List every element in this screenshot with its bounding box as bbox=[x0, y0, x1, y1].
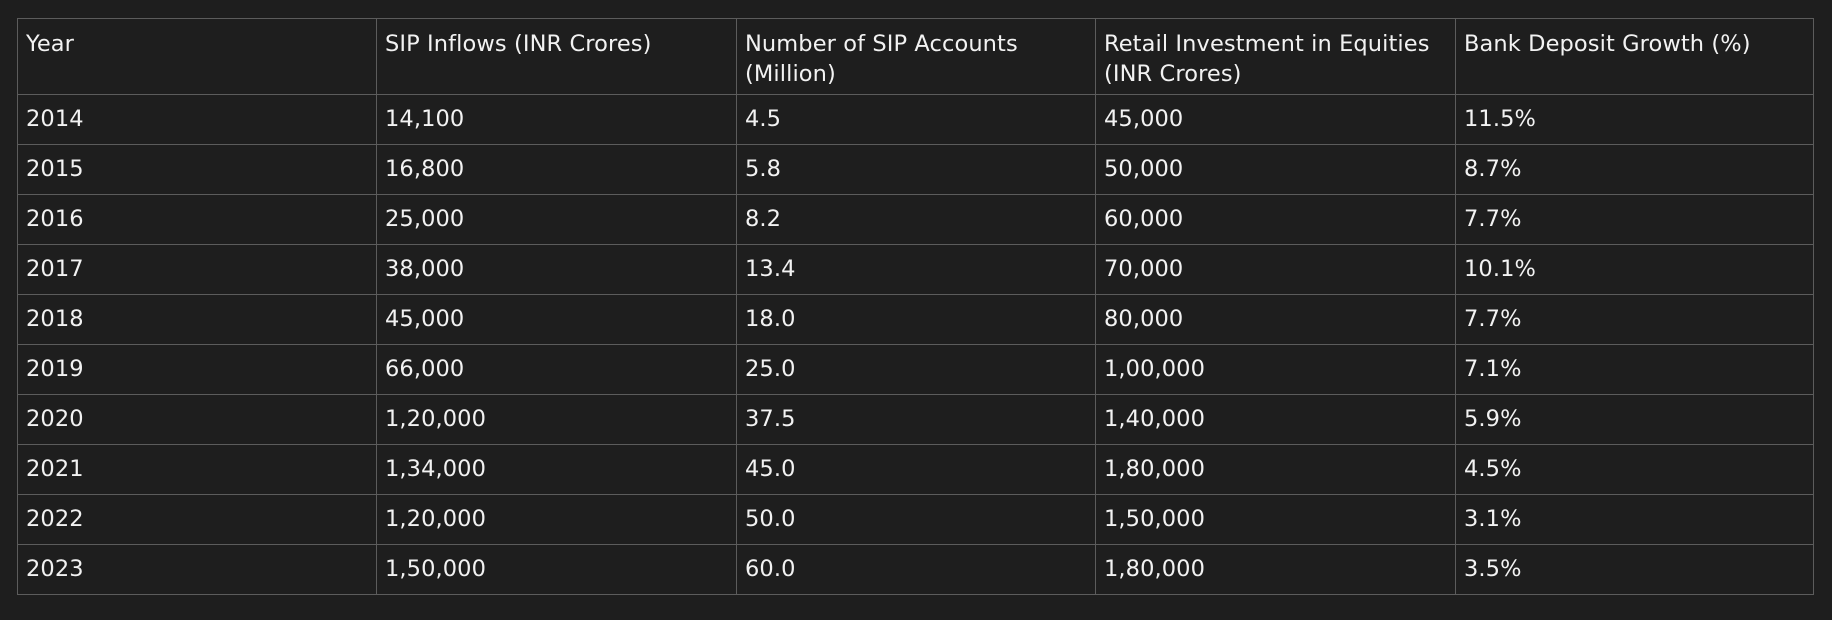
cell-year: 2015 bbox=[17, 144, 377, 195]
cell-bank-deposit-growth: 3.5% bbox=[1455, 544, 1814, 595]
cell-sip-inflows: 38,000 bbox=[376, 244, 737, 295]
cell-bank-deposit-growth: 8.7% bbox=[1455, 144, 1814, 195]
cell-sip-inflows: 1,20,000 bbox=[376, 494, 737, 545]
table-row: 2017 38,000 13.4 70,000 10.1% bbox=[17, 244, 1814, 295]
header-year: Year bbox=[17, 18, 377, 95]
cell-retail-investment: 1,40,000 bbox=[1095, 394, 1456, 445]
table-body: 2014 14,100 4.5 45,000 11.5% 2015 16,800 5.8 50,… bbox=[17, 94, 1814, 595]
sip-data-table: Year SIP Inflows (INR Crores) Number of … bbox=[17, 18, 1814, 595]
cell-sip-inflows: 66,000 bbox=[376, 344, 737, 395]
cell-retail-investment: 1,80,000 bbox=[1095, 544, 1456, 595]
cell-year: 2018 bbox=[17, 294, 377, 345]
cell-bank-deposit-growth: 11.5% bbox=[1455, 94, 1814, 145]
cell-year: 2020 bbox=[17, 394, 377, 445]
table-row: 2020 1,20,000 37.5 1,40,000 5.9% bbox=[17, 394, 1814, 445]
cell-sip-accounts: 18.0 bbox=[736, 294, 1096, 345]
cell-sip-accounts: 4.5 bbox=[736, 94, 1096, 145]
table-row: 2016 25,000 8.2 60,000 7.7% bbox=[17, 194, 1814, 245]
cell-sip-accounts: 5.8 bbox=[736, 144, 1096, 195]
table-row: 2018 45,000 18.0 80,000 7.7% bbox=[17, 294, 1814, 345]
table-row: 2015 16,800 5.8 50,000 8.7% bbox=[17, 144, 1814, 195]
cell-bank-deposit-growth: 5.9% bbox=[1455, 394, 1814, 445]
header-retail-investment: Retail Investment in Equities (INR Crore… bbox=[1095, 18, 1456, 95]
cell-retail-investment: 1,00,000 bbox=[1095, 344, 1456, 395]
cell-retail-investment: 70,000 bbox=[1095, 244, 1456, 295]
table-row: 2023 1,50,000 60.0 1,80,000 3.5% bbox=[17, 544, 1814, 595]
cell-year: 2023 bbox=[17, 544, 377, 595]
header-row: Year SIP Inflows (INR Crores) Number of … bbox=[17, 18, 1814, 95]
cell-retail-investment: 80,000 bbox=[1095, 294, 1456, 345]
cell-retail-investment: 1,80,000 bbox=[1095, 444, 1456, 495]
cell-year: 2021 bbox=[17, 444, 377, 495]
cell-sip-accounts: 37.5 bbox=[736, 394, 1096, 445]
cell-sip-accounts: 50.0 bbox=[736, 494, 1096, 545]
cell-sip-accounts: 13.4 bbox=[736, 244, 1096, 295]
cell-sip-inflows: 1,50,000 bbox=[376, 544, 737, 595]
cell-sip-inflows: 45,000 bbox=[376, 294, 737, 345]
header-bank-deposit-growth: Bank Deposit Growth (%) bbox=[1455, 18, 1814, 95]
cell-sip-accounts: 60.0 bbox=[736, 544, 1096, 595]
table-row: 2019 66,000 25.0 1,00,000 7.1% bbox=[17, 344, 1814, 395]
table-header: Year SIP Inflows (INR Crores) Number of … bbox=[17, 18, 1814, 95]
table-row: 2021 1,34,000 45.0 1,80,000 4.5% bbox=[17, 444, 1814, 495]
cell-year: 2014 bbox=[17, 94, 377, 145]
cell-sip-inflows: 25,000 bbox=[376, 194, 737, 245]
cell-sip-inflows: 14,100 bbox=[376, 94, 737, 145]
header-sip-accounts: Number of SIP Accounts (Million) bbox=[736, 18, 1096, 95]
cell-sip-inflows: 1,20,000 bbox=[376, 394, 737, 445]
header-sip-inflows: SIP Inflows (INR Crores) bbox=[376, 18, 737, 95]
cell-bank-deposit-growth: 4.5% bbox=[1455, 444, 1814, 495]
cell-year: 2019 bbox=[17, 344, 377, 395]
cell-bank-deposit-growth: 7.7% bbox=[1455, 194, 1814, 245]
cell-year: 2016 bbox=[17, 194, 377, 245]
cell-bank-deposit-growth: 10.1% bbox=[1455, 244, 1814, 295]
cell-year: 2017 bbox=[17, 244, 377, 295]
cell-sip-accounts: 25.0 bbox=[736, 344, 1096, 395]
table-row: 2014 14,100 4.5 45,000 11.5% bbox=[17, 94, 1814, 145]
cell-sip-inflows: 1,34,000 bbox=[376, 444, 737, 495]
cell-bank-deposit-growth: 7.1% bbox=[1455, 344, 1814, 395]
cell-retail-investment: 50,000 bbox=[1095, 144, 1456, 195]
table-row: 2022 1,20,000 50.0 1,50,000 3.1% bbox=[17, 494, 1814, 545]
cell-bank-deposit-growth: 3.1% bbox=[1455, 494, 1814, 545]
cell-retail-investment: 45,000 bbox=[1095, 94, 1456, 145]
cell-year: 2022 bbox=[17, 494, 377, 545]
cell-sip-accounts: 45.0 bbox=[736, 444, 1096, 495]
cell-sip-inflows: 16,800 bbox=[376, 144, 737, 195]
cell-bank-deposit-growth: 7.7% bbox=[1455, 294, 1814, 345]
cell-retail-investment: 60,000 bbox=[1095, 194, 1456, 245]
cell-retail-investment: 1,50,000 bbox=[1095, 494, 1456, 545]
cell-sip-accounts: 8.2 bbox=[736, 194, 1096, 245]
